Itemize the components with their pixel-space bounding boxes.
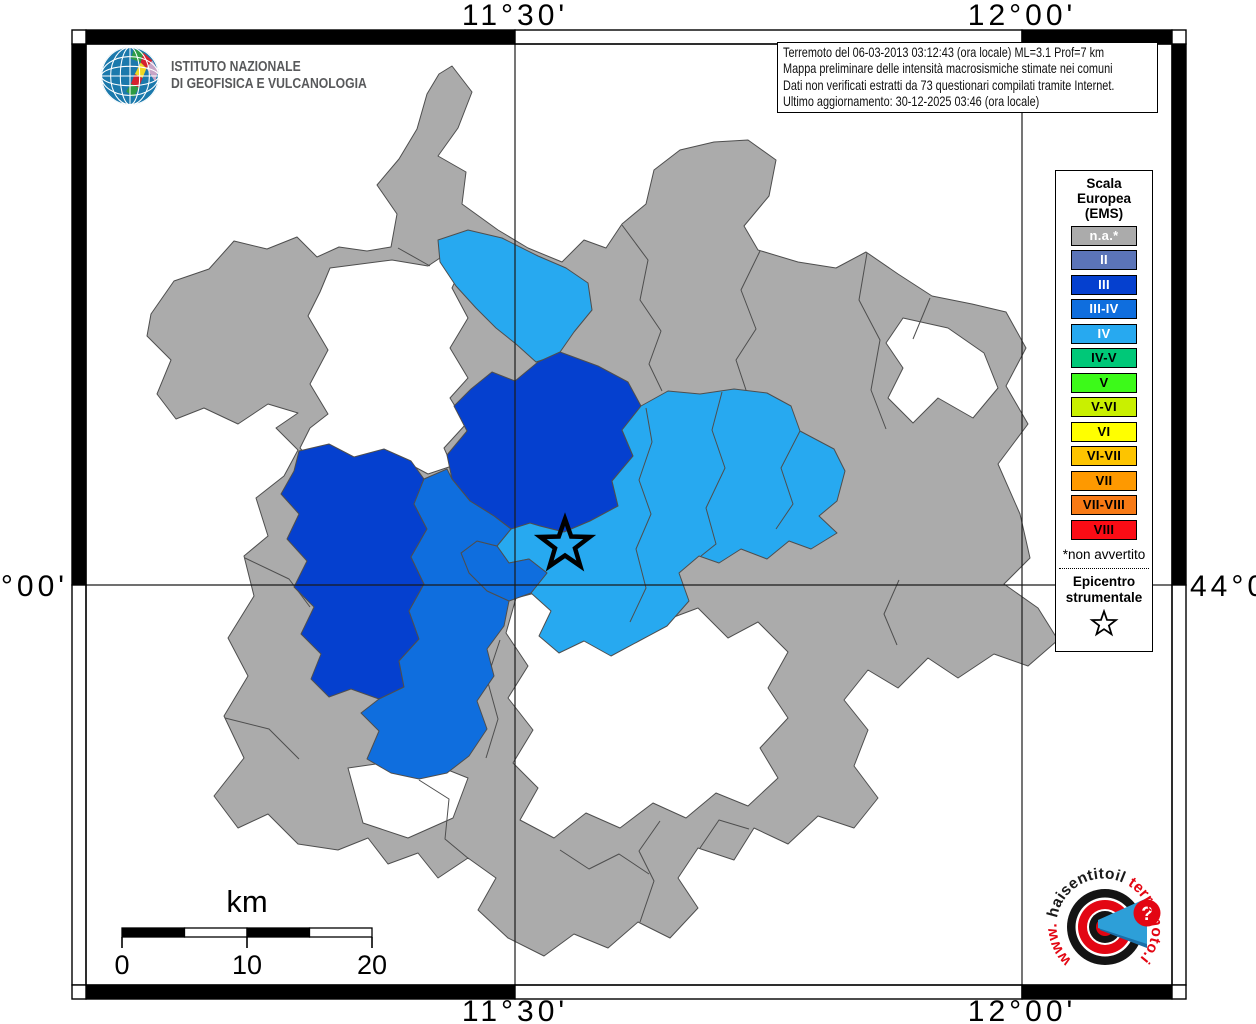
intensity-iv-main-region <box>496 388 846 657</box>
scale-bar-label-10: 10 <box>232 950 262 980</box>
no-data-hole-south <box>505 587 789 839</box>
scale-bar-label-20: 20 <box>357 950 387 980</box>
ingv-brand: ISTITUTO NAZIONALE DI GEOFISICA E VULCAN… <box>99 45 404 107</box>
legend-title-line2: Europea <box>1076 191 1131 206</box>
municipality-borders-gray <box>224 224 931 923</box>
legend-swatch-vi: VI <box>1071 421 1137 442</box>
map-area: km 0 10 20 ? www. hai <box>86 44 1172 985</box>
legend-swatch-na: n.a.* <box>1071 225 1137 246</box>
ingv-wordmark: ISTITUTO NAZIONALE DI GEOFISICA E VULCAN… <box>171 59 367 93</box>
ems-scale-legend: Scala Europea (EMS) n.a.* II III III-IV … <box>1055 170 1153 652</box>
axis-label-bottom-1130: 11°30' <box>462 995 568 1024</box>
axis-label-bottom-1200: 12°00' <box>968 995 1076 1024</box>
info-line-updated: Ultimo aggiornamento: 30-12-2025 03:46 (… <box>783 93 1040 109</box>
frame-segment <box>85 984 516 1000</box>
legend-separator <box>1059 567 1149 569</box>
earthquake-info-box: Terremoto del 06-03-2013 03:12:43 (ora l… <box>777 42 1158 113</box>
info-line-map: Mappa preliminare delle intensità macros… <box>783 61 1113 77</box>
municipality-layer <box>146 65 1059 957</box>
legend-footnote: *non avvertito <box>1062 546 1146 562</box>
no-data-hole-east <box>885 317 999 424</box>
legend-swatch-vii-viii: VII-VIII <box>1071 495 1137 515</box>
axis-label-top-1130: 11°30' <box>462 0 568 32</box>
question-mark-glyph: ? <box>1141 904 1153 925</box>
ingv-globe-icon <box>100 46 160 106</box>
legend-swatch-iii-iv: III-IV <box>1071 299 1137 319</box>
legend-epicenter-line1: Epicentro <box>1072 573 1136 589</box>
frame-corner <box>1171 29 1187 45</box>
info-line-event: Terremoto del 06-03-2013 03:12:43 (ora l… <box>783 45 1105 60</box>
scale-bar-segment <box>308 927 373 938</box>
legend-swatch-v: V <box>1071 372 1137 393</box>
frame-corner <box>1171 984 1187 1000</box>
frame-segment <box>1171 584 1187 986</box>
scale-bar-segment <box>183 927 248 938</box>
info-line-data: Dati non verificati estratti da 73 quest… <box>783 77 1115 93</box>
intensity-iii-iv-main-region <box>360 468 512 780</box>
scale-bar-unit: km <box>226 884 267 919</box>
frame-segment <box>85 29 516 45</box>
graticule <box>86 44 1172 985</box>
legend-swatch-v-vi: V-VI <box>1071 397 1137 417</box>
frame-corner <box>71 29 87 45</box>
legend-swatch-viii: VIII <box>1071 519 1137 540</box>
legend-title-line1: Scala <box>1086 176 1122 191</box>
axis-label-top-1200: 12°00' <box>968 0 1076 32</box>
legend-swatch-ii: II <box>1071 250 1137 270</box>
axis-label-left-4400: 44°00' <box>0 570 68 603</box>
legend-swatch-vi-vii: VI-VII <box>1071 446 1137 466</box>
legend-swatch-iii: III <box>1071 274 1137 295</box>
scale-bar: km 0 10 20 <box>114 884 387 980</box>
map-inner-border <box>85 43 1173 986</box>
axis-label-right-4400: 44°00' <box>1190 570 1256 603</box>
legend-epicenter-line2: strumentale <box>1065 589 1143 605</box>
ingv-line1: ISTITUTO NAZIONALE <box>171 59 301 75</box>
legend-title-line3: (EMS) <box>1084 206 1124 221</box>
ingv-line2: DI GEOFISICA E VULCANOLOGIA <box>171 76 367 92</box>
no-data-hole-northwest <box>299 249 469 475</box>
scale-bar-label-0: 0 <box>114 950 129 980</box>
legend-swatch-vii: VII <box>1071 470 1137 491</box>
legend-swatch-iv: IV <box>1071 323 1137 344</box>
frame-segment <box>71 584 87 986</box>
map-frame <box>71 29 1187 1000</box>
municipality-borders-blue <box>629 391 801 623</box>
legend-swatch-iv-v: IV-V <box>1071 348 1137 368</box>
frame-segment <box>71 43 87 586</box>
frame-segment <box>1171 43 1187 586</box>
frame-segment <box>514 984 1023 1000</box>
frame-corner <box>71 984 87 1000</box>
star-icon <box>1089 608 1119 636</box>
legend-epicenter-symbol <box>1056 608 1152 644</box>
question-badge <box>1133 899 1161 927</box>
epicenter-star-marker <box>533 512 597 572</box>
scale-bar-segment <box>121 927 186 938</box>
scale-bar-segment <box>246 927 311 938</box>
